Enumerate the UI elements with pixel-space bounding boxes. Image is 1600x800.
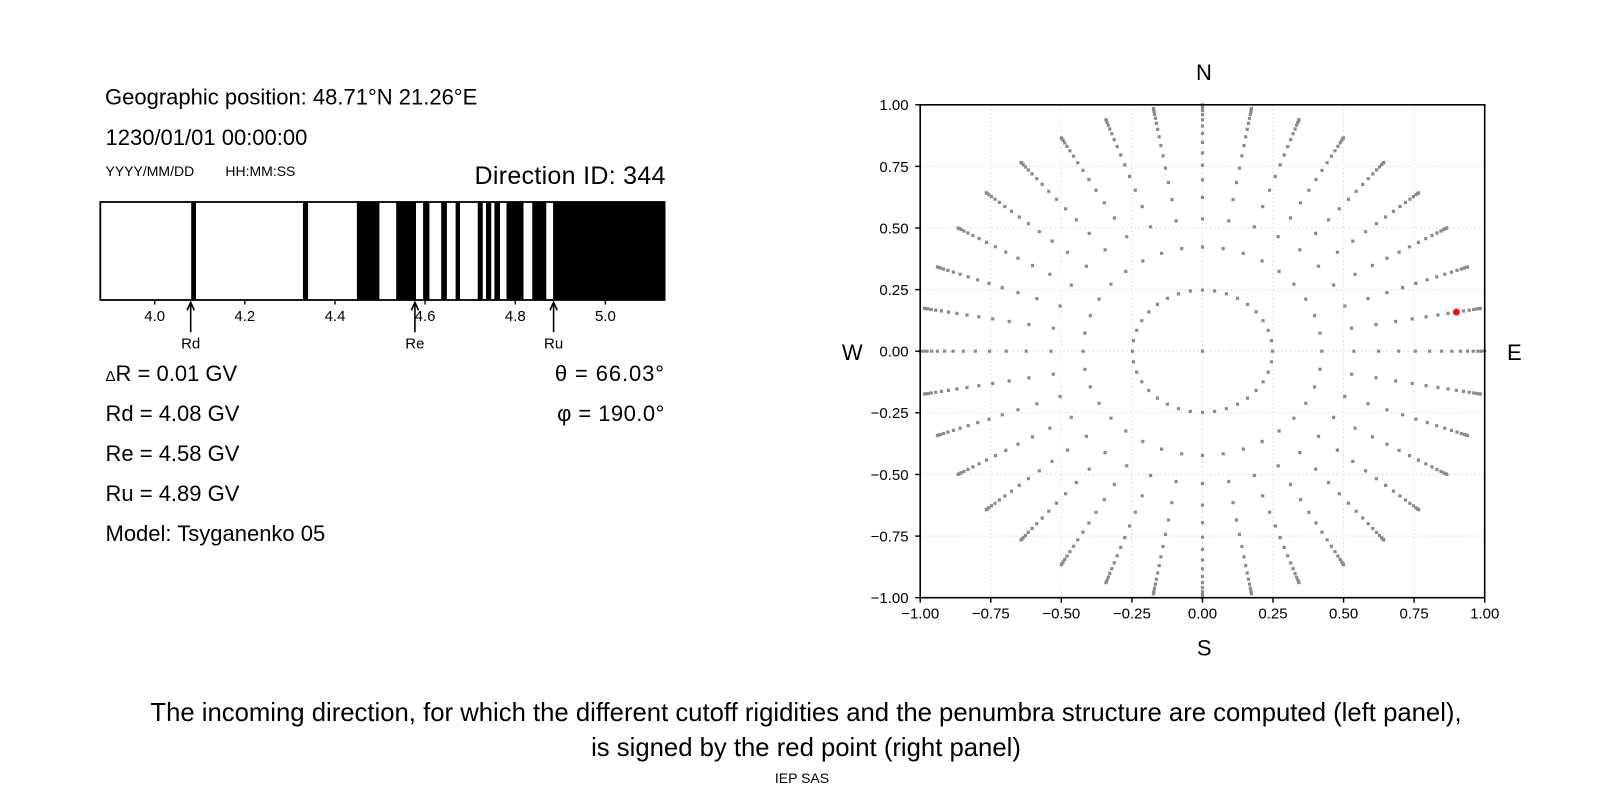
svg-text:Ru = 4.89 GV: Ru = 4.89 GV [106, 481, 240, 506]
svg-text:1.00: 1.00 [879, 97, 908, 114]
svg-text:4.2: 4.2 [234, 308, 255, 325]
svg-text:−1.00: −1.00 [871, 590, 909, 607]
svg-text:−0.25: −0.25 [871, 405, 909, 422]
svg-text:0.75: 0.75 [1399, 605, 1428, 622]
svg-text:0.25: 0.25 [879, 282, 908, 299]
svg-text:N: N [1196, 60, 1212, 85]
svg-text:Re: Re [405, 336, 424, 353]
svg-text:0.50: 0.50 [879, 220, 908, 237]
svg-text:0.00: 0.00 [879, 344, 908, 361]
svg-text:−0.50: −0.50 [1042, 605, 1080, 622]
svg-text:E: E [1507, 340, 1522, 365]
svg-text:Model: Tsyganenko 05: Model: Tsyganenko 05 [106, 521, 326, 546]
svg-text:−0.75: −0.75 [972, 605, 1010, 622]
svg-text:1230/01/01 00:00:00: 1230/01/01 00:00:00 [106, 125, 308, 150]
svg-text:1.00: 1.00 [1470, 605, 1499, 622]
svg-text:0.00: 0.00 [1188, 605, 1217, 622]
svg-text:ΔR = 0.01 GV: ΔR = 0.01 GV [106, 361, 238, 386]
svg-text:−1.00: −1.00 [901, 605, 939, 622]
svg-text:is signed by the red point (ri: is signed by the red point (right panel) [591, 734, 1021, 762]
svg-text:IEP SAS: IEP SAS [775, 770, 829, 786]
svg-text:HH:MM:SS: HH:MM:SS [225, 163, 295, 179]
svg-text:Rd: Rd [181, 336, 200, 353]
svg-text:Ru: Ru [544, 336, 563, 353]
svg-text:0.50: 0.50 [1329, 605, 1358, 622]
svg-text:0.25: 0.25 [1258, 605, 1287, 622]
svg-text:Geographic position: 48.71°N 2: Geographic position: 48.71°N 21.26°E [105, 85, 477, 110]
svg-text:Re = 4.58 GV: Re = 4.58 GV [106, 441, 240, 466]
svg-text:5.0: 5.0 [595, 308, 616, 325]
svg-text:Direction ID: 344: Direction ID: 344 [475, 162, 666, 190]
svg-text:W: W [842, 340, 863, 365]
svg-text:−0.50: −0.50 [871, 467, 909, 484]
svg-text:S: S [1197, 636, 1212, 661]
svg-text:4.6: 4.6 [415, 308, 436, 325]
svg-text:Rd = 4.08 GV: Rd = 4.08 GV [106, 401, 240, 426]
svg-text:4.0: 4.0 [144, 308, 165, 325]
svg-text:YYYY/MM/DD: YYYY/MM/DD [106, 163, 195, 179]
svg-text:−0.75: −0.75 [871, 529, 909, 546]
svg-text:φ = 190.0°: φ = 190.0° [557, 401, 665, 426]
svg-text:4.8: 4.8 [505, 308, 526, 325]
svg-text:0.75: 0.75 [879, 159, 908, 176]
svg-text:−0.25: −0.25 [1113, 605, 1151, 622]
svg-text:θ = 66.03°: θ = 66.03° [555, 361, 665, 386]
svg-text:4.4: 4.4 [325, 308, 346, 325]
svg-text:The incoming direction, for wh: The incoming direction, for which the di… [150, 699, 1461, 727]
